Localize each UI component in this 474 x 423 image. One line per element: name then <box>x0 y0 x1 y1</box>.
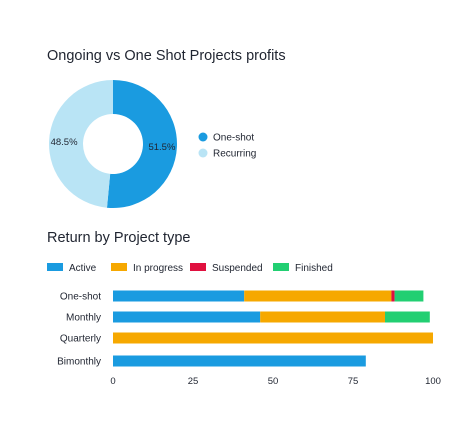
legend-swatch <box>111 263 127 271</box>
legend-swatch <box>190 263 206 271</box>
x-tick-label: 25 <box>188 376 199 387</box>
donut-data-label: 51.5% <box>148 142 175 153</box>
bar-segment <box>260 311 385 323</box>
donut-chart-title: Ongoing vs One Shot Projects profits <box>47 48 286 64</box>
legend-label: Suspended <box>212 263 263 274</box>
legend-label: Active <box>69 263 97 274</box>
bar-segment <box>113 290 245 302</box>
legend-label: Recurring <box>213 149 256 160</box>
legend-label: In progress <box>133 263 183 274</box>
x-tick-label: 0 <box>110 376 115 387</box>
legend-label: One-shot <box>213 133 254 144</box>
bar-segment <box>244 290 392 302</box>
legend-label: Finished <box>295 263 333 274</box>
x-tick-label: 75 <box>348 376 359 387</box>
category-label: Monthly <box>66 313 101 324</box>
legend-swatch <box>47 263 63 271</box>
bar-chart-title: Return by Project type <box>47 230 191 246</box>
bar-segment <box>394 290 424 302</box>
bar-segment <box>113 355 366 367</box>
bar-segment <box>113 311 261 323</box>
donut-data-label: 48.5% <box>51 137 78 148</box>
bar-segment <box>113 332 433 344</box>
category-label: One-shot <box>60 292 101 303</box>
legend-dot <box>198 148 208 158</box>
donut-slice-recurring <box>48 80 113 208</box>
category-label: Bimonthly <box>57 357 101 368</box>
x-tick-label: 50 <box>268 376 279 387</box>
bar-segment <box>385 311 430 323</box>
legend-dot <box>198 132 208 142</box>
category-label: Quarterly <box>60 334 101 345</box>
x-tick-label: 100 <box>425 376 441 387</box>
bar-segment <box>391 290 395 302</box>
legend-swatch <box>273 263 289 271</box>
donut-slice-one-shot <box>106 80 177 208</box>
